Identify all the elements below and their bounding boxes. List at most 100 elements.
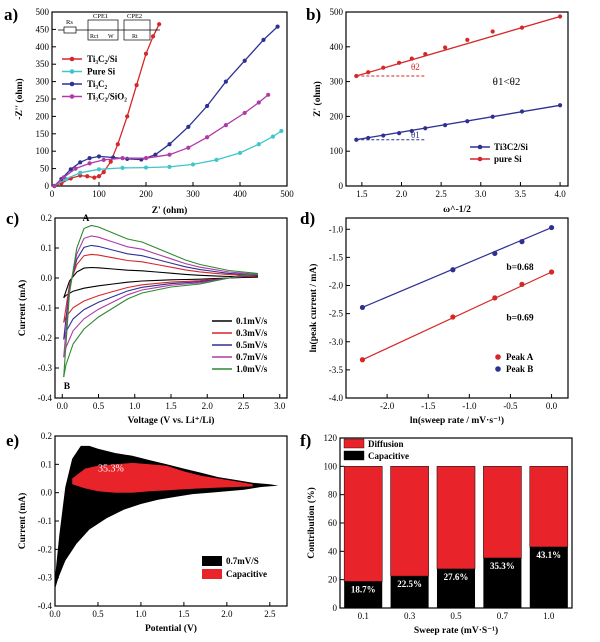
legend-marker bbox=[69, 56, 75, 62]
y-tick-label: 150 bbox=[36, 129, 50, 139]
x-tick-label: 3.0 bbox=[475, 189, 487, 199]
cv-reduction-curve bbox=[63, 276, 259, 299]
data-point bbox=[519, 281, 525, 287]
x-axis-label: Z' (ohm) bbox=[152, 205, 188, 216]
data-point bbox=[143, 156, 149, 161]
x-tick-label: 2.0 bbox=[396, 189, 408, 199]
annotation-theta1: θ1 bbox=[411, 130, 420, 140]
data-point bbox=[68, 167, 73, 172]
equivalent-circuit-inset: Rs CPE1 Rct W CPE2 Rt bbox=[58, 13, 160, 41]
data-point bbox=[366, 135, 371, 141]
data-point bbox=[423, 52, 428, 57]
y-axis-label: Current (mA) bbox=[17, 280, 28, 337]
x-tick-label: 1.5 bbox=[178, 609, 190, 619]
bar-capacitive bbox=[436, 568, 476, 608]
resistor-rs bbox=[63, 26, 77, 34]
y-axis-label: ln(peak current / mA) bbox=[308, 264, 319, 353]
data-point bbox=[519, 239, 525, 245]
data-point bbox=[242, 58, 247, 63]
data-point bbox=[548, 269, 555, 275]
data-point bbox=[120, 156, 125, 161]
y-tick-label: 0 bbox=[333, 603, 338, 613]
data-point bbox=[381, 133, 386, 138]
annotation-peak-a: A bbox=[83, 214, 90, 224]
x-tick-label: 0.5 bbox=[450, 611, 462, 621]
annotation-theta2: θ2 bbox=[411, 62, 420, 72]
x-tick-label: 2.0 bbox=[221, 609, 233, 619]
data-point bbox=[87, 156, 92, 161]
legend-label: 0.3mV/s bbox=[236, 328, 268, 338]
y-axis-label: -Z'' (ohm) bbox=[14, 78, 25, 119]
bar-diffusion bbox=[343, 466, 383, 582]
data-point bbox=[490, 114, 495, 119]
data-point bbox=[101, 169, 106, 175]
data-point bbox=[167, 142, 172, 147]
legend-marker bbox=[69, 94, 75, 99]
y-tick-label: 0 bbox=[339, 181, 344, 191]
data-point bbox=[143, 165, 149, 170]
chart-f: 18.7% 0.1 22.5% 0.3 27.6% 0.5 35.3% 0.7 43.1% 1.0… bbox=[306, 433, 573, 636]
x-tick-label: -1.5 bbox=[421, 401, 436, 411]
legend-f: Diffusion Capacitive bbox=[343, 438, 409, 461]
cv-reduction-curve bbox=[63, 272, 259, 378]
data-point bbox=[167, 152, 172, 157]
data-point bbox=[409, 128, 414, 134]
x-tick-label: 400 bbox=[233, 189, 247, 199]
legend-swatch bbox=[343, 438, 365, 449]
legend-label: Ti₃C₂/Si bbox=[87, 54, 118, 64]
legend-e: 0.7mV/S Capacitive bbox=[202, 556, 267, 579]
x-tick-label: 100 bbox=[92, 189, 106, 199]
cv-oxidation-curve bbox=[63, 244, 259, 340]
data-point bbox=[78, 170, 83, 175]
legend-label: 0.1mV/s bbox=[236, 316, 268, 326]
series-line bbox=[54, 23, 160, 187]
x-tick-label: 1.5 bbox=[356, 189, 368, 199]
data-point bbox=[78, 160, 83, 165]
y-tick-label: 200 bbox=[330, 111, 344, 121]
data-point bbox=[120, 165, 125, 171]
x-tick-label: 0.0 bbox=[49, 609, 61, 619]
x-tick-label: 2.5 bbox=[264, 609, 276, 619]
chart-a: 0 100 200 300 400 500 0 50 100 150 200 250 300 350 400… bbox=[14, 7, 294, 216]
y-tick-label: 40 bbox=[328, 546, 338, 556]
annotation-b-value: b=0.69 bbox=[506, 313, 534, 323]
y-tick-label: 100 bbox=[36, 146, 50, 156]
x-axis-label: Sweep rate (mV·S⁻¹) bbox=[414, 625, 498, 636]
data-point bbox=[450, 267, 456, 273]
legend-marker bbox=[495, 354, 501, 360]
legend-label: Capacitive bbox=[368, 451, 409, 461]
y-tick-label: -2.0 bbox=[329, 281, 344, 291]
data-point bbox=[359, 304, 366, 311]
legend-swatch bbox=[202, 556, 222, 566]
y-tick-label: 0.2 bbox=[41, 213, 52, 223]
data-point bbox=[397, 60, 402, 65]
x-tick-label: 0.0 bbox=[57, 401, 69, 411]
legend-label: Pure Si bbox=[87, 67, 116, 77]
y-tick-label: 0.0 bbox=[41, 488, 53, 498]
y-tick-label: -0.4 bbox=[38, 601, 53, 611]
cv-oxidation-curve bbox=[63, 266, 259, 298]
x-tick-label: 1.5 bbox=[165, 401, 177, 411]
data-point bbox=[157, 22, 162, 27]
y-tick-label: -3.0 bbox=[329, 337, 344, 347]
series-line bbox=[53, 26, 279, 187]
cv-oxidation-curve bbox=[63, 235, 259, 358]
data-point bbox=[270, 134, 275, 139]
data-point bbox=[96, 167, 102, 172]
x-tick-label: 2.5 bbox=[238, 401, 250, 411]
bar-value-label: 18.7% bbox=[351, 585, 376, 595]
chart-e: 0.0 0.5 1.0 1.5 2.0 2.5 0.2 0.1 0.0 -0.1 -0.2 -0.3 -… bbox=[17, 431, 288, 634]
y-tick-label: 20 bbox=[328, 575, 338, 585]
y-tick-label: -2.5 bbox=[329, 309, 344, 319]
y-tick-label: 300 bbox=[330, 77, 344, 87]
y-tick-label: -0.3 bbox=[38, 573, 53, 583]
data-point bbox=[492, 250, 498, 257]
x-tick-label: 3.0 bbox=[274, 401, 286, 411]
chart-c: 0.0 0.5 1.0 1.5 2.0 2.5 3.0 0.2 0.1 0.0 -0.1 -0.2 -0… bbox=[17, 213, 288, 426]
x-axis-label: Voltage (V vs. Li⁺/Li) bbox=[128, 415, 215, 426]
data-point bbox=[153, 152, 158, 157]
bar-capacitive bbox=[529, 546, 568, 608]
panel-label: b) bbox=[306, 5, 321, 24]
series-line bbox=[53, 94, 269, 187]
circuit-label: Rt bbox=[132, 34, 138, 40]
